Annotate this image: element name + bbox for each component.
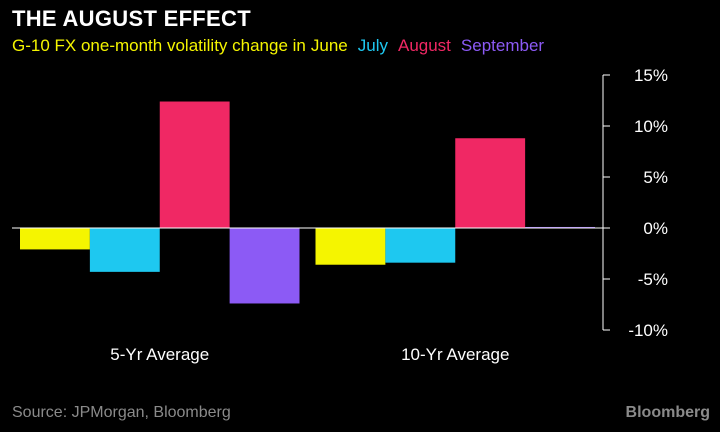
x-tick-label: 10-Yr Average [401, 345, 509, 364]
bar-july-1 [89, 228, 160, 272]
source-note: Source: JPMorgan, Bloomberg [12, 404, 231, 421]
chart-title: THE AUGUST EFFECT [12, 6, 251, 31]
x-axis-labels: 5-Yr Average 10-Yr Average [110, 345, 509, 364]
bar-june-2 [315, 228, 386, 265]
y-tick-label: 0% [643, 219, 668, 238]
bar-august-2 [455, 138, 526, 228]
legend-item-august: August [397, 36, 451, 55]
legend-item-september: September [460, 36, 545, 55]
bar-august-1 [159, 101, 230, 228]
brand-logo: Bloomberg [625, 404, 710, 421]
y-tick-label: 10% [634, 117, 668, 136]
legend-prefix: G-10 FX one-month volatility change in [12, 36, 306, 55]
legend-item-june: June [310, 36, 348, 55]
bar-june-1 [20, 228, 90, 250]
x-tick-label: 5-Yr Average [110, 345, 209, 364]
legend-item-july: July [357, 36, 388, 55]
bars-group [20, 101, 595, 304]
legend: G-10 FX one-month volatility change in Ju… [12, 36, 554, 56]
y-tick-label: 5% [643, 168, 668, 187]
y-axis: 15% 10% 5% 0% -5% -10% [12, 66, 668, 340]
y-tick-label: -5% [638, 270, 668, 289]
y-tick-label: 15% [634, 66, 668, 85]
bar-july-2 [385, 228, 456, 263]
y-tick-label: -10% [628, 321, 668, 340]
bar-september-1 [229, 228, 300, 304]
